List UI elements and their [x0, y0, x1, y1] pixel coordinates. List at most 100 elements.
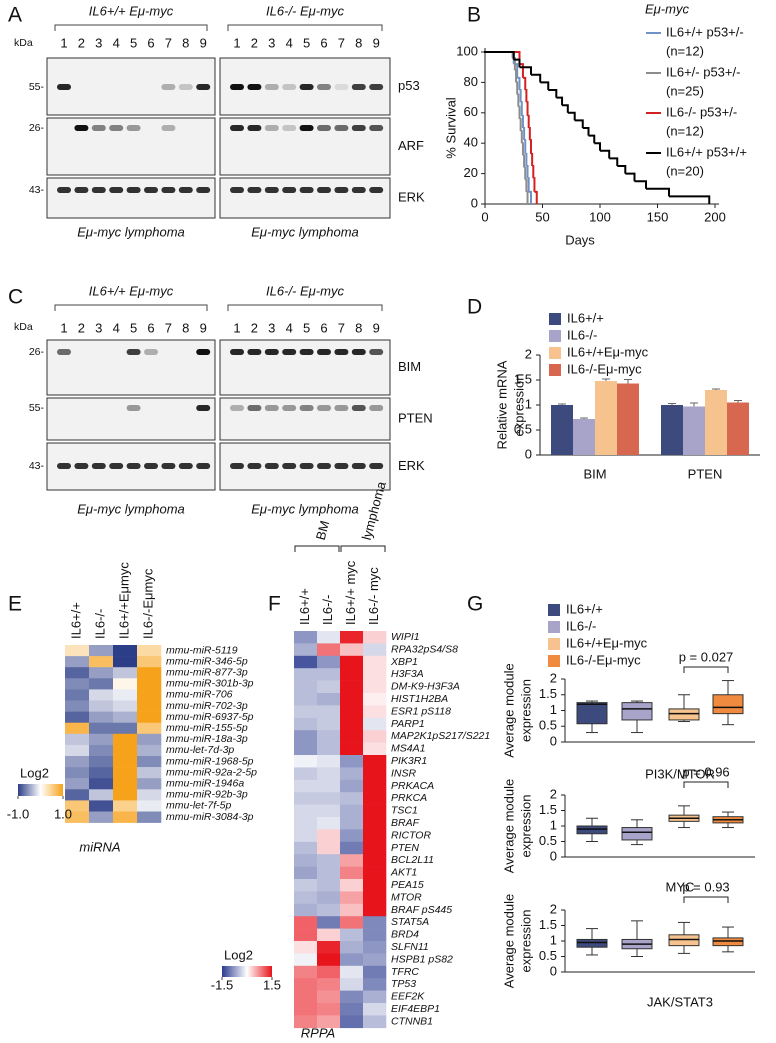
y-axis-label: Average module [501, 894, 516, 988]
heatmap-cell [340, 693, 364, 706]
row-label: mmu-miR-702-3p [166, 700, 248, 712]
y-tick-label: 2 [550, 670, 557, 685]
blot-panel [46, 57, 216, 116]
protein-label: PTEN [398, 410, 433, 425]
heatmap-cell [340, 965, 364, 979]
y-axis-label: expression [518, 679, 533, 742]
row-label: TFRC [391, 966, 419, 978]
legend-n: (n=25) [666, 83, 704, 98]
lane-number: 3 [95, 320, 102, 335]
lane-number: 9 [373, 35, 380, 50]
y-axis-label: expression [518, 795, 533, 858]
heatmap-cell [89, 667, 114, 679]
x-tick-label: 150 [647, 209, 669, 224]
heatmap-cell [317, 916, 341, 929]
heatmap-cell [113, 700, 138, 712]
error-bar [558, 403, 566, 405]
row-label: ESR1 pS118 [391, 705, 451, 717]
heatmap-cell [137, 645, 162, 657]
survival-step [520, 130, 523, 144]
heatmap-cell [363, 965, 387, 979]
blot-band [317, 125, 331, 131]
legend-label: IL6-/- p53+/- [666, 104, 737, 119]
column-label: IL6+/+Eμmyc [116, 562, 131, 639]
heatmap-cell [363, 1003, 387, 1016]
heatmap-cell [137, 656, 162, 668]
y-tick-label: 1 [550, 932, 557, 947]
survival-step [533, 177, 536, 192]
heatmap-cell [89, 689, 114, 701]
heatmap-cell [137, 800, 162, 812]
heatmap-cell [294, 742, 318, 756]
box [621, 702, 653, 721]
row-label: MS4A1 [391, 743, 425, 755]
blot-band [264, 463, 279, 469]
x-axis-label: Days [565, 232, 595, 247]
heatmap-cell [317, 1015, 341, 1029]
box [576, 825, 608, 835]
heatmap-cell [363, 767, 387, 781]
heatmap-cell [340, 990, 364, 1004]
heatmap-cell [113, 711, 138, 723]
column-label: IL6-/- [320, 595, 335, 625]
heatmap-cell [89, 767, 114, 779]
y-tick-label: 1.5 [514, 371, 532, 386]
survival-step [485, 51, 515, 60]
row-label: BRD4 [391, 929, 419, 941]
box [712, 937, 744, 947]
p-bracket [683, 666, 729, 673]
legend-swatch [549, 330, 561, 342]
survival-step [513, 58, 521, 68]
survival-step [548, 89, 558, 98]
mw-marker: 55- [29, 81, 45, 93]
bar [617, 383, 639, 455]
blot-band [91, 125, 106, 131]
heatmap-cell [317, 841, 341, 855]
legend-n: (n=20) [666, 163, 704, 178]
heatmap-cell [317, 1003, 341, 1016]
blot-band [144, 187, 158, 193]
blot-band [74, 125, 89, 131]
row-label: mmu-miR-1968-5p [166, 755, 254, 767]
y-tick-label: 80 [464, 74, 478, 89]
heatmap-cell [89, 656, 114, 668]
survival-step [527, 177, 530, 192]
survival-step [531, 152, 534, 166]
legend-label: IL6+/+Eμ-myc [567, 344, 649, 359]
y-tick-label: 1.5 [539, 917, 557, 932]
protein-label: BIM [398, 359, 421, 374]
legend-label: IL6-/- [566, 618, 596, 633]
error-bar [602, 378, 610, 381]
lane-number: 2 [78, 35, 85, 50]
group-label: BM [313, 519, 333, 542]
heatmap-cell [294, 643, 318, 657]
survival-step [520, 101, 523, 116]
heatmap-cell [294, 879, 318, 892]
survival-step [522, 154, 526, 168]
heatmap-cell [137, 733, 162, 746]
heatmap-cell [65, 778, 90, 790]
heatmap-cell [137, 689, 162, 701]
x-tick-label: 50 [535, 209, 549, 224]
group-footer: Eμ-myc lymphoma [77, 501, 185, 516]
heatmap-cell [89, 789, 114, 801]
footer-label: RPPA [301, 1025, 335, 1040]
heatmap-cell [317, 978, 341, 991]
box [621, 827, 653, 841]
heatmap-cell [340, 829, 364, 843]
heatmap-cell [340, 742, 364, 756]
row-label: mmu-let-7f-5p [166, 800, 232, 812]
heatmap-cell [340, 891, 364, 905]
panel-letter: G [467, 593, 483, 616]
blot-band [299, 125, 314, 131]
column-label: IL6+/+ myc [343, 560, 358, 625]
y-tick-label: 100 [456, 43, 478, 58]
heatmap-cell [65, 711, 90, 723]
heatmap-cell [294, 928, 318, 942]
blot-band [299, 84, 314, 90]
heatmap-cell [363, 990, 387, 1004]
row-label: HIST1H2BA [391, 693, 448, 705]
heatmap-cell [340, 705, 364, 719]
heatmap-cell [65, 767, 90, 779]
